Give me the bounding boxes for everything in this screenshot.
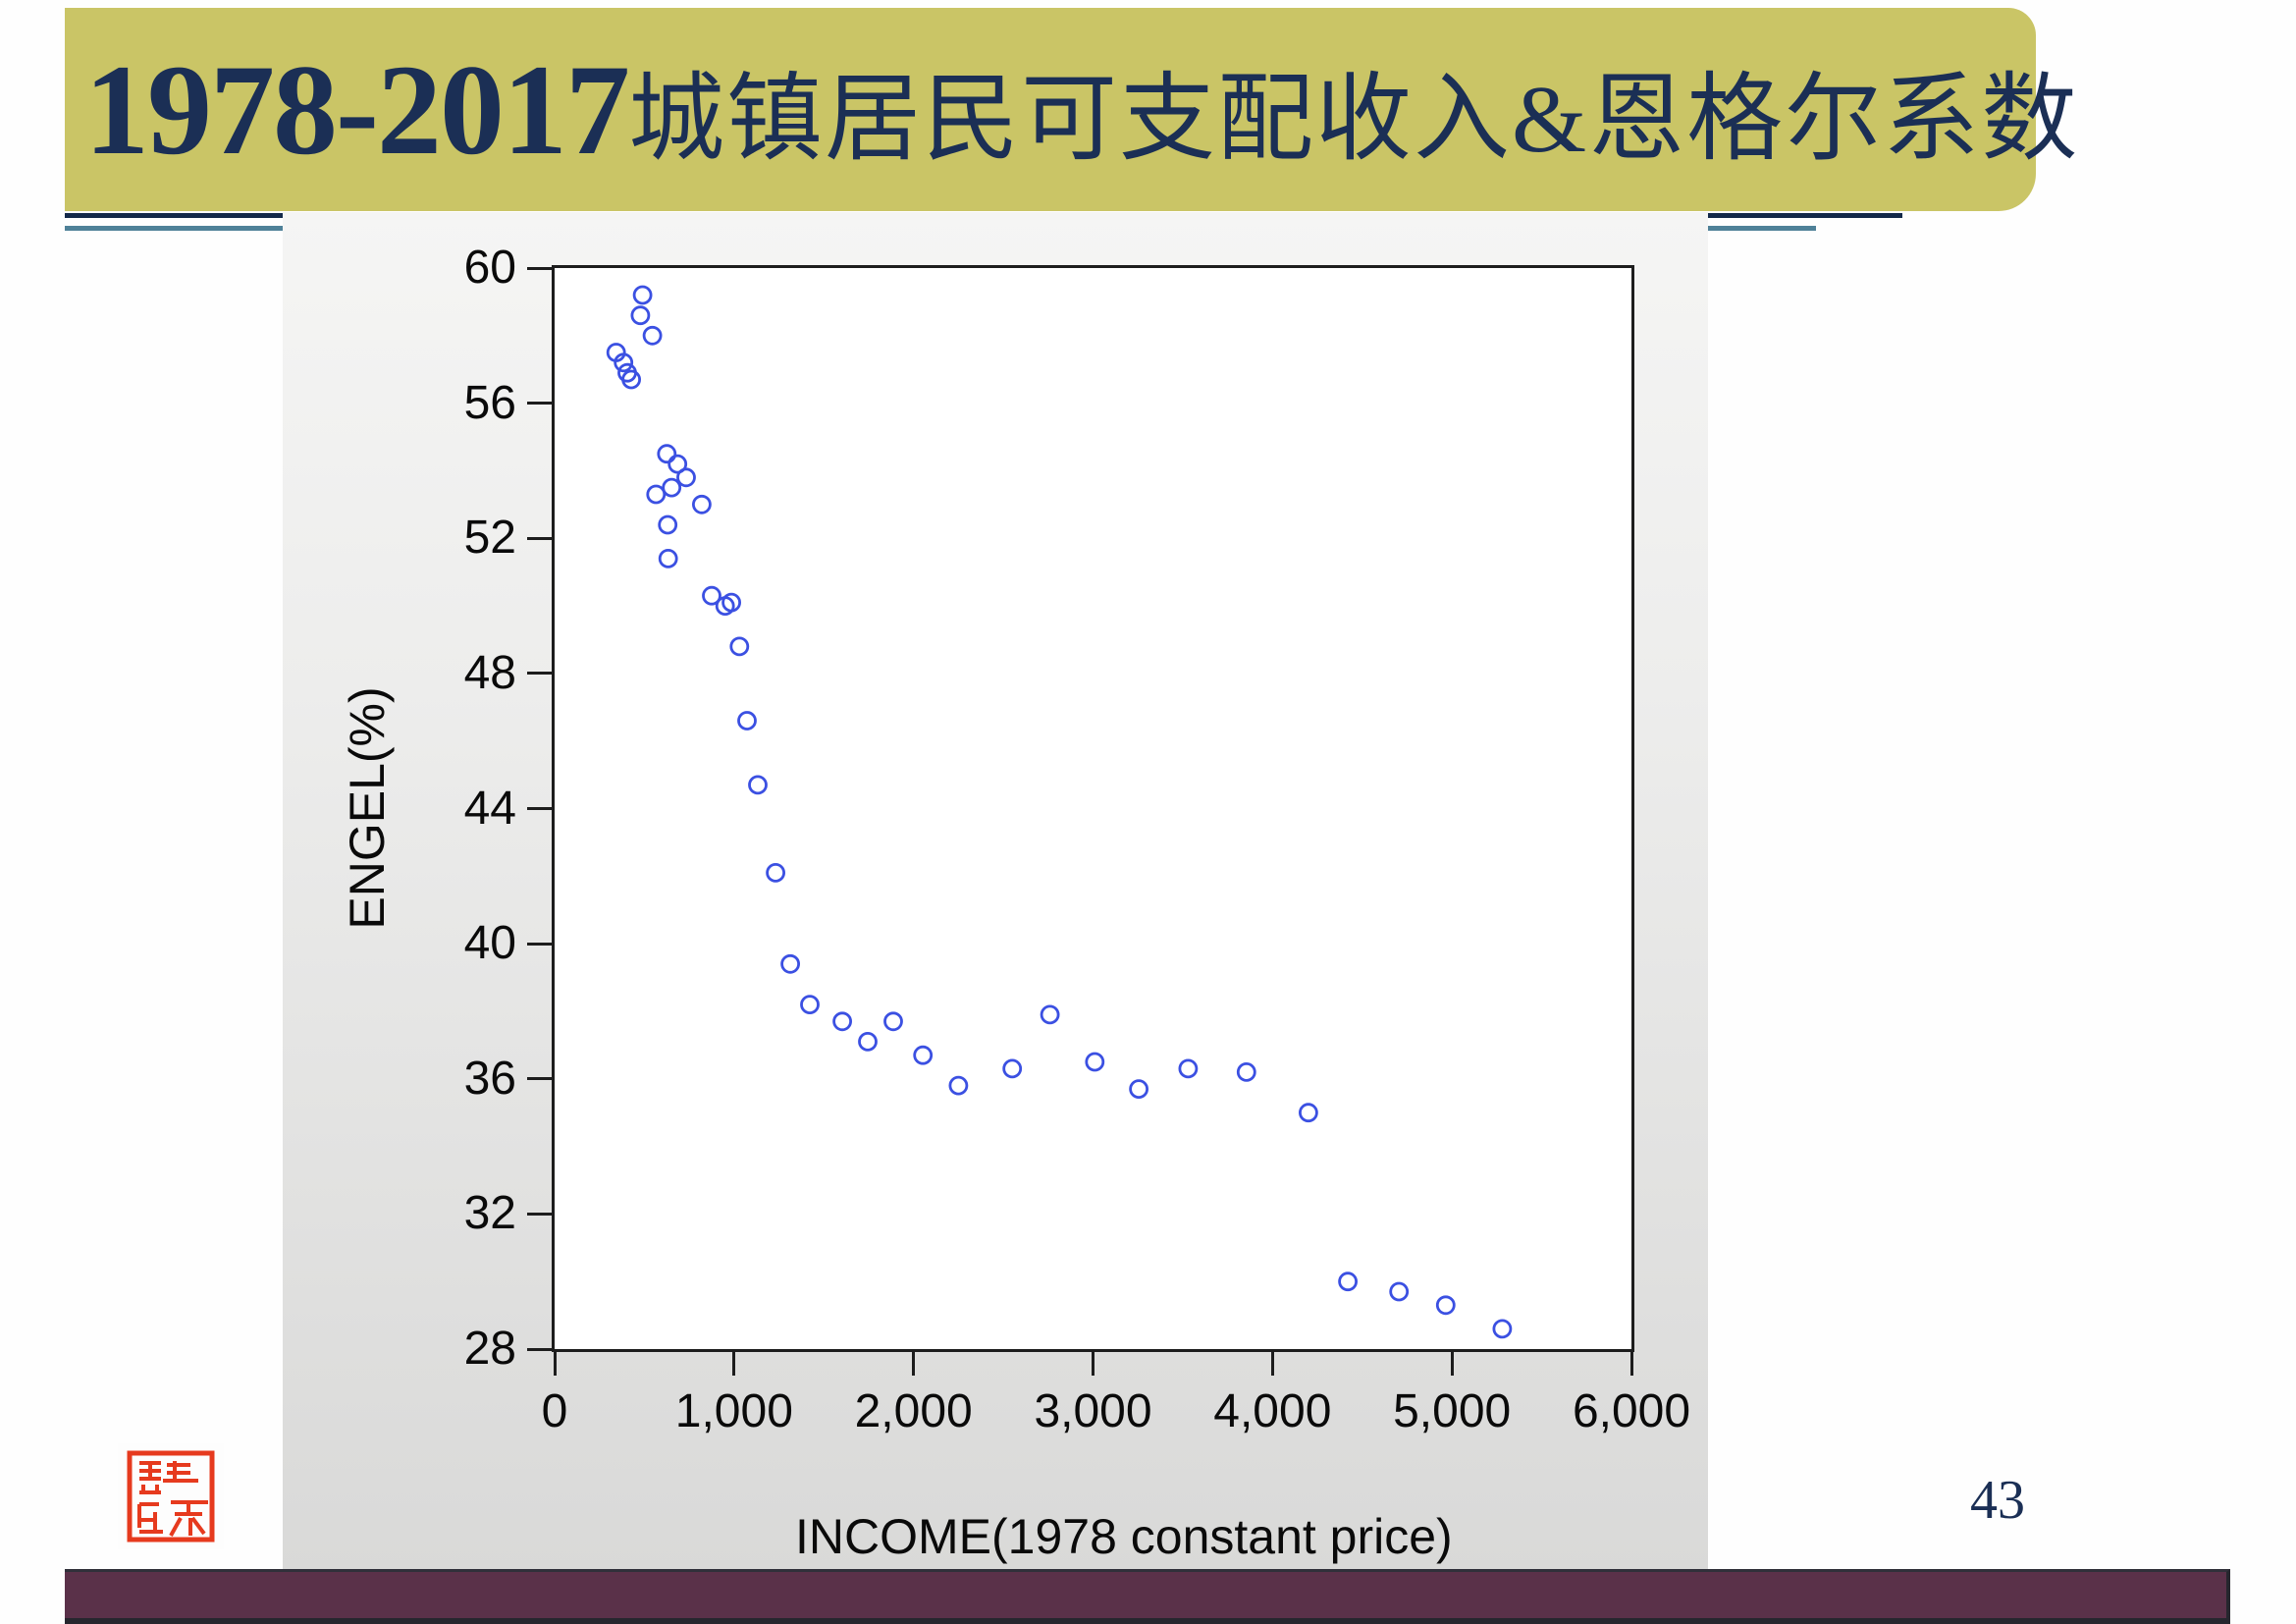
x-tick-mark — [1450, 1352, 1454, 1376]
data-point — [1389, 1281, 1410, 1302]
data-point — [658, 548, 678, 568]
data-point — [729, 636, 750, 657]
x-tick-mark — [553, 1352, 557, 1376]
data-point — [721, 592, 742, 613]
y-tick-label: 28 — [463, 1323, 516, 1375]
y-tick-label: 56 — [463, 376, 516, 429]
data-point — [748, 775, 768, 795]
data-point — [1129, 1079, 1148, 1099]
y-tick-label: 52 — [463, 512, 516, 565]
x-tick-mark — [1092, 1352, 1095, 1376]
slide-title: 1978-2017 城镇居民可支配收入&恩格尔系数 — [84, 8, 2079, 211]
slide-title-cjk: 城镇居民可支配收入&恩格尔系数 — [627, 66, 2080, 173]
y-tick-mark — [527, 807, 552, 810]
x-axis-title: INCOME(1978 constant price) — [795, 1509, 1453, 1564]
data-point — [657, 444, 677, 464]
data-point — [702, 585, 721, 606]
data-point — [676, 467, 696, 488]
x-tick-label: 5,000 — [1393, 1385, 1512, 1437]
data-point — [658, 514, 678, 535]
data-point — [780, 953, 801, 974]
y-tick-mark — [527, 1347, 552, 1351]
title-bar: 1978-2017 城镇居民可支配收入&恩格尔系数 — [65, 8, 2077, 211]
signature-seal-icon — [118, 1443, 224, 1549]
data-point — [913, 1045, 934, 1065]
data-point — [883, 1011, 903, 1032]
y-tick-mark — [527, 266, 552, 270]
y-tick-mark — [527, 1077, 552, 1081]
y-tick-label: 60 — [463, 242, 516, 294]
y-tick-mark — [527, 672, 552, 676]
bottom-bar — [65, 1569, 2230, 1624]
data-point — [1492, 1319, 1513, 1339]
data-point — [800, 995, 820, 1014]
y-tick-mark — [527, 942, 552, 946]
data-point — [858, 1032, 878, 1052]
data-point — [632, 285, 653, 305]
y-tick-label: 40 — [463, 917, 516, 970]
data-point — [1002, 1058, 1023, 1079]
data-point — [948, 1075, 969, 1096]
data-point — [766, 863, 786, 883]
data-point — [1040, 1004, 1060, 1025]
plot-area — [552, 265, 1634, 1352]
data-point — [1338, 1272, 1358, 1292]
x-tick-mark — [1270, 1352, 1274, 1376]
data-point — [630, 305, 651, 326]
data-point — [1435, 1295, 1456, 1316]
y-tick-label: 44 — [463, 782, 516, 835]
x-tick-label: 1,000 — [674, 1385, 793, 1437]
x-tick-label: 0 — [541, 1385, 568, 1437]
data-point — [662, 477, 682, 498]
data-point — [1236, 1062, 1256, 1082]
x-tick-label: 2,000 — [854, 1385, 973, 1437]
y-tick-label: 32 — [463, 1187, 516, 1240]
x-tick-label: 6,000 — [1572, 1385, 1691, 1437]
data-point — [642, 325, 663, 346]
y-tick-label: 36 — [463, 1052, 516, 1105]
page-number: 43 — [1970, 1470, 2025, 1531]
x-tick-label: 3,000 — [1034, 1385, 1152, 1437]
scatter-chart-panel: ENGEL(%) 60 56 52 48 44 40 36 32 28 0 1,000 2,000 3… — [283, 212, 1708, 1573]
data-point — [1085, 1052, 1105, 1072]
slide-title-years: 1978-2017 — [84, 37, 630, 182]
scatter-points-layer — [606, 285, 1513, 1339]
y-tick-mark — [527, 402, 552, 406]
data-point — [1178, 1058, 1199, 1079]
x-tick-mark — [912, 1352, 916, 1376]
y-tick-mark — [527, 1212, 552, 1216]
x-tick-label: 4,000 — [1213, 1385, 1332, 1437]
y-tick-label: 48 — [463, 646, 516, 699]
x-tick-mark — [1629, 1352, 1633, 1376]
data-point — [1299, 1103, 1318, 1123]
data-point — [691, 494, 712, 514]
seal-glyph — [127, 1450, 215, 1543]
data-point — [646, 484, 667, 505]
x-tick-mark — [732, 1352, 736, 1376]
data-point — [614, 352, 634, 373]
y-tick-mark — [527, 536, 552, 540]
data-point — [621, 369, 641, 390]
data-point — [667, 454, 688, 474]
data-point — [737, 711, 757, 731]
data-point — [832, 1011, 853, 1032]
